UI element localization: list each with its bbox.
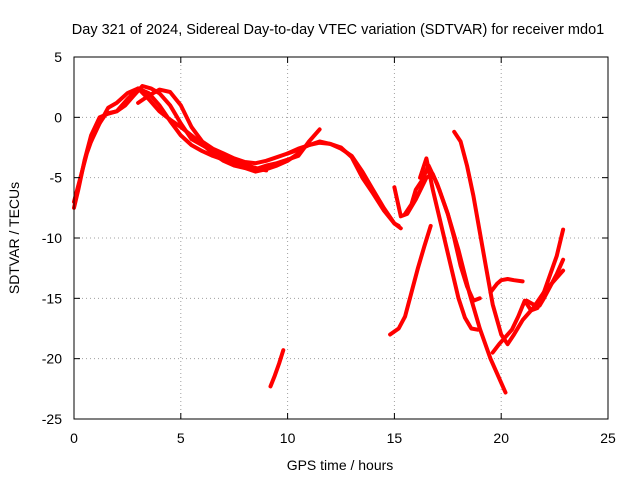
y-tick-label: -5	[50, 170, 63, 186]
series-line-satellite-track-14	[524, 257, 566, 308]
series-line-satellite-track-5	[285, 139, 401, 228]
series-line-satellite-track-1	[72, 84, 269, 210]
series-line-satellite-track-4	[136, 87, 403, 231]
series-line-satellite-track-13	[490, 227, 566, 355]
x-tick-label: 5	[177, 430, 185, 446]
x-tick-label: 20	[493, 430, 509, 446]
x-tick-labels: 0 5 10 15 20 25	[70, 430, 616, 446]
gridlines	[74, 57, 608, 419]
chart-title: Day 321 of 2024, Sidereal Day-to-day VTE…	[72, 22, 604, 38]
y-tick-labels: -25 -20 -15 -10 -5 0 5	[42, 49, 62, 427]
y-tick-label: -10	[42, 230, 62, 246]
y-axis-label: SDTVAR / TECUs	[6, 182, 22, 294]
y-tick-label: 5	[54, 49, 62, 65]
series-line-satellite-track-3	[89, 86, 301, 174]
series-line-satellite-track-10	[418, 156, 480, 332]
axis-ticks	[73, 56, 609, 420]
x-tick-label: 10	[280, 430, 296, 446]
series-line-satellite-track-6	[268, 348, 286, 389]
y-tick-label: -25	[42, 411, 62, 427]
x-tick-label: 15	[387, 430, 403, 446]
series-line-satellite-track-9	[403, 163, 508, 395]
series-group	[72, 84, 566, 395]
x-tick-label: 0	[70, 430, 78, 446]
y-tick-label: -15	[42, 290, 62, 306]
x-axis-label: GPS time / hours	[287, 457, 394, 473]
y-tick-label: -20	[42, 351, 62, 367]
series-line-satellite-track-12	[488, 277, 525, 295]
x-tick-label: 25	[600, 430, 616, 446]
y-tick-label: 0	[54, 109, 62, 125]
series-line-satellite-track-7	[388, 223, 433, 337]
